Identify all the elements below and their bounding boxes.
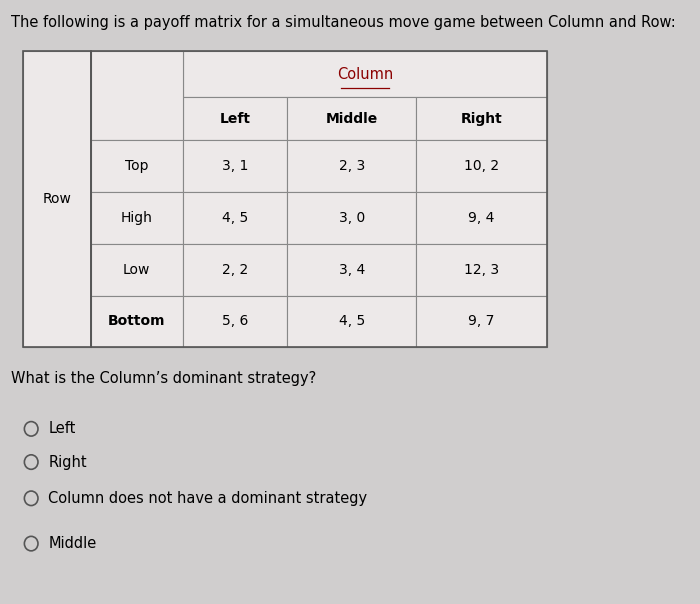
Text: What is the Column’s dominant strategy?: What is the Column’s dominant strategy? (11, 371, 316, 387)
Bar (91, 295, 183, 347)
Bar (288, 295, 416, 347)
Text: Left: Left (220, 112, 251, 126)
Bar (183, 51, 547, 97)
Text: 4, 5: 4, 5 (222, 211, 248, 225)
Text: 4, 5: 4, 5 (339, 315, 365, 329)
Text: 3, 0: 3, 0 (339, 211, 365, 225)
Text: Column does not have a dominant strategy: Column does not have a dominant strategy (48, 491, 368, 506)
Text: 2, 3: 2, 3 (339, 159, 365, 173)
Bar (288, 140, 416, 192)
Text: 10, 2: 10, 2 (464, 159, 499, 173)
Text: Right: Right (48, 455, 87, 469)
Text: Row: Row (42, 192, 71, 207)
Bar (91, 140, 183, 192)
Bar (416, 295, 547, 347)
Text: Low: Low (123, 263, 150, 277)
Text: 12, 3: 12, 3 (464, 263, 499, 277)
Text: 9, 4: 9, 4 (468, 211, 495, 225)
Text: Column: Column (337, 67, 393, 82)
Text: 9, 7: 9, 7 (468, 315, 495, 329)
Text: The following is a payoff matrix for a simultaneous move game between Column and: The following is a payoff matrix for a s… (11, 15, 676, 30)
Bar (91, 243, 183, 295)
Bar (288, 192, 416, 243)
Text: 3, 4: 3, 4 (339, 263, 365, 277)
Text: Top: Top (125, 159, 148, 173)
Text: 3, 1: 3, 1 (222, 159, 248, 173)
Bar (183, 97, 288, 140)
Bar (183, 140, 288, 192)
Text: Left: Left (48, 422, 76, 436)
Bar (416, 243, 547, 295)
Bar (288, 243, 416, 295)
Text: Middle: Middle (48, 536, 97, 551)
Bar (183, 243, 288, 295)
Text: 2, 2: 2, 2 (222, 263, 248, 277)
Text: Middle: Middle (326, 112, 378, 126)
Text: Bottom: Bottom (108, 315, 165, 329)
Bar (288, 97, 416, 140)
Text: 5, 6: 5, 6 (222, 315, 248, 329)
Bar (416, 140, 547, 192)
Bar (91, 192, 183, 243)
Bar (416, 192, 547, 243)
Text: High: High (121, 211, 153, 225)
Bar (183, 295, 288, 347)
Text: Right: Right (461, 112, 503, 126)
Bar (416, 97, 547, 140)
Bar (183, 192, 288, 243)
